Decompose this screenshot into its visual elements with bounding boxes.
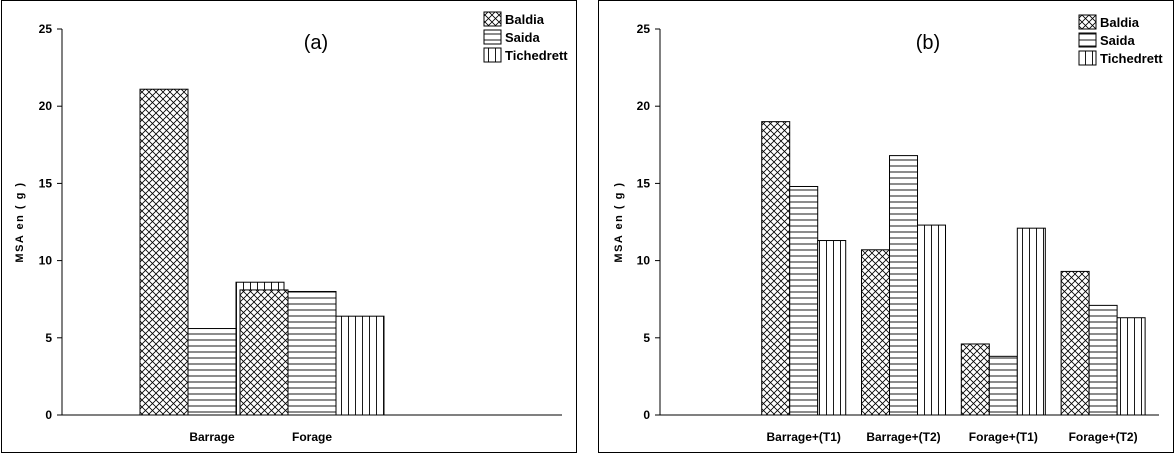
x-tick-label: Barrage+(T1) [767,430,841,444]
y-tick-label: 25 [39,22,53,36]
bar-saida [889,155,919,416]
y-tick-label: 10 [637,254,651,268]
legend-swatch-baldia [1078,14,1097,30]
bar-baldia [960,343,990,416]
y-tick-label: 5 [45,331,52,345]
legend-swatch-tichedrett [483,47,502,63]
bar-tichedrett [335,315,385,416]
bar-saida [1088,304,1118,416]
legend-swatch-saida [1078,32,1097,48]
bar-saida [287,290,337,416]
chart-title: (b) [916,32,940,54]
y-tick-label: 5 [643,331,650,345]
bar-saida [988,355,1018,416]
bar-saida [789,185,819,416]
chart-b-svg: 0 5 10 15 20 25 MSA en ( g ) (b) Barrage+(T1) Bar… [613,14,1163,444]
y-tick-label: 10 [39,254,53,268]
chart-panel-b: 0 5 10 15 20 25 MSA en ( g ) (b) Barrage+(T1) Bar… [598,0,1174,453]
legend-label: Baldia [1100,15,1140,30]
x-tick-label: Barrage+(T2) [866,430,940,444]
legend-swatch-baldia [483,11,502,27]
y-axis-label: MSA en ( g ) [613,181,625,262]
y-tick-label: 15 [637,176,651,190]
legend-label: Saida [1100,33,1135,48]
y-tick-label: 0 [643,408,650,422]
x-tick-label: Forage [292,430,332,444]
legend-label: Saida [505,30,540,45]
bar-baldia [239,289,289,416]
bar-tichedrett [817,240,847,416]
bar-baldia [139,88,189,416]
legend-label: Baldia [505,12,545,27]
bar-baldia [861,249,891,416]
bar-tichedrett [1016,227,1046,416]
y-tick-label: 0 [45,408,52,422]
y-axis-label: MSA en ( g ) [14,181,26,262]
y-tick-label: 20 [39,99,53,113]
y-tick-label: 25 [637,22,651,36]
bar-saida [187,328,237,416]
y-tick-label: 15 [39,176,53,190]
bar-tichedrett [1116,317,1146,416]
x-tick-label: Barrage [189,430,235,444]
y-tick-label: 20 [637,99,651,113]
bar-baldia [1060,270,1090,416]
x-tick-label: Forage+(T2) [1069,430,1138,444]
legend-swatch-tichedrett [1078,50,1097,66]
bar-baldia [761,121,791,416]
x-tick-label: Forage+(T1) [969,430,1038,444]
legend-label: Tichedrett [505,48,568,63]
chart-title: (a) [304,32,328,54]
bar-tichedrett [917,224,947,416]
chart-panel-a: 0 5 10 15 20 25 MSA en ( g ) (a) Barrage Forage Ba… [1,0,577,453]
chart-a-svg: 0 5 10 15 20 25 MSA en ( g ) (a) Barrage Forage Ba… [14,11,568,444]
legend-swatch-saida [483,29,502,45]
legend-label: Tichedrett [1100,51,1163,66]
